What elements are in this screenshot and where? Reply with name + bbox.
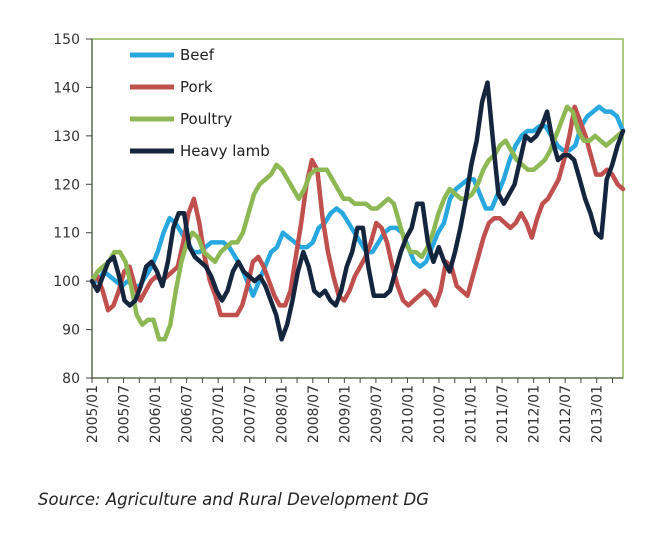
x-tick-label: 2009/01 — [337, 385, 353, 443]
x-tick-label: 2005/07 — [117, 385, 133, 443]
x-tick-label: 2007/01 — [211, 385, 227, 443]
series-line-poultry — [89, 104, 626, 342]
legend-label-heavy-lamb: Heavy lamb — [180, 142, 270, 160]
legend-label-poultry: Poultry — [180, 110, 232, 128]
series-line-heavy-lamb — [89, 80, 626, 342]
x-axis: 2005/01 2005/07 2006/01 2006/07 2007/01 2007/… — [85, 377, 623, 443]
legend-label-pork: Pork — [180, 78, 213, 96]
y-tick-label: 150 — [53, 32, 80, 48]
legend: Beef Pork Poultry Heavy lamb — [130, 46, 270, 160]
y-tick-label: 80 — [62, 371, 80, 387]
series-lines — [89, 80, 626, 342]
x-tick-label: 2012/07 — [558, 385, 574, 443]
y-axis: 80 90 100 110 120 130 140 150 — [53, 32, 93, 387]
x-tick-label: 2007/07 — [243, 385, 259, 443]
x-tick-label: 2011/07 — [495, 385, 511, 443]
y-tick-label: 120 — [53, 177, 80, 193]
series-line-pork — [89, 104, 626, 318]
x-tick-label: 2009/07 — [369, 385, 385, 443]
x-tick-label: 2006/07 — [180, 385, 196, 443]
source-note: Source: Agriculture and Rural Developmen… — [38, 490, 429, 509]
x-tick-label: 2006/01 — [148, 385, 164, 443]
y-tick-label: 90 — [62, 323, 80, 339]
x-tick-label: 2008/01 — [274, 385, 290, 443]
x-tick-label: 2011/01 — [464, 385, 480, 443]
y-tick-label: 110 — [53, 226, 80, 242]
y-tick-label: 140 — [53, 80, 80, 96]
x-tick-label: 2010/07 — [432, 385, 448, 443]
x-tick-label: 2010/01 — [400, 385, 416, 443]
x-tick-label: 2012/01 — [527, 385, 543, 443]
x-tick-label: 2013/01 — [590, 385, 606, 443]
x-tick-label: 2008/07 — [306, 385, 322, 443]
y-tick-label: 130 — [53, 129, 80, 145]
y-tick-label: 100 — [53, 274, 80, 290]
x-tick-label: 2005/01 — [85, 385, 101, 443]
legend-label-beef: Beef — [180, 46, 215, 64]
